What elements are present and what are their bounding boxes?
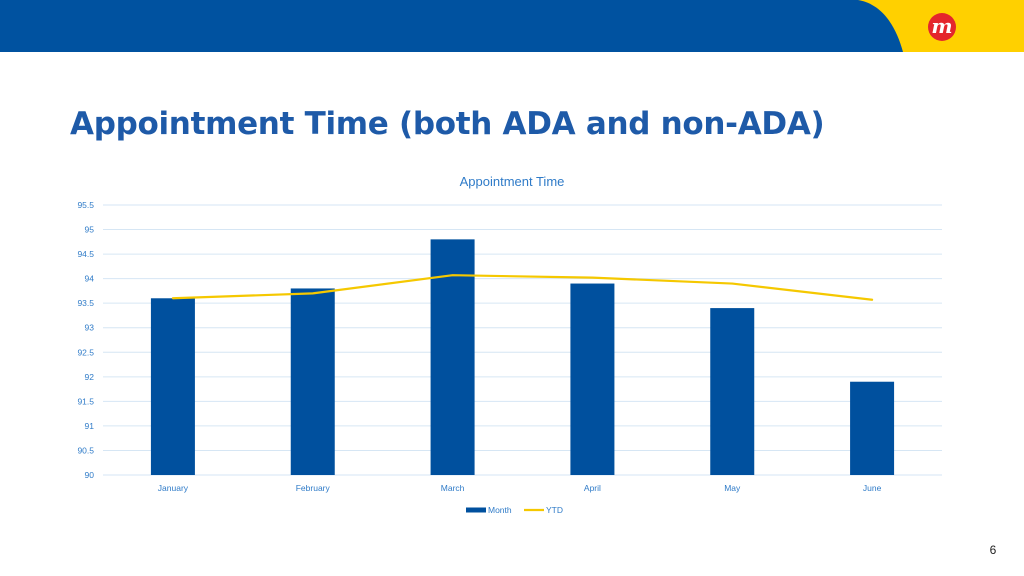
x-tick-label: March [441, 483, 465, 493]
y-tick-label: 90.5 [77, 445, 94, 455]
x-tick-label: January [158, 483, 189, 493]
y-tick-label: 92 [85, 372, 95, 382]
y-tick-label: 95.5 [77, 200, 94, 210]
y-tick-label: 93.5 [77, 298, 94, 308]
bar-month [430, 239, 475, 475]
legend-label-month: Month [488, 505, 512, 515]
y-tick-label: 92.5 [77, 347, 94, 357]
bar-month [290, 288, 335, 475]
slide-title: Appointment Time (both ADA and non-ADA) [70, 106, 825, 142]
chart-container: 90 90.5 91 91.5 92 92.5 93 93.5 94 94.5 95 95.5 Janu… [0, 160, 1024, 530]
header-band [0, 0, 1024, 52]
y-tick-label: 91 [85, 421, 95, 431]
chart-title: Appointment Time [459, 174, 565, 189]
x-tick-label: June [863, 483, 882, 493]
bar-month [710, 308, 755, 475]
ytd-line [171, 274, 874, 301]
page-number: 6 [989, 543, 997, 557]
x-tick-label: May [724, 483, 741, 493]
y-tick-label: 95 [85, 225, 95, 235]
bar-month [570, 283, 615, 475]
y-tick-label: 91.5 [77, 396, 94, 406]
chart-canvas: 90 90.5 91 91.5 92 92.5 93 93.5 94 94.5 95 95.5 Janu… [77, 200, 942, 515]
legend-label-ytd: YTD [546, 505, 563, 515]
y-tick-label: 94 [85, 274, 95, 284]
brand-logo: m [928, 13, 956, 41]
brand-logo-letter: m [931, 14, 953, 38]
y-tick-label: 90 [85, 470, 95, 480]
x-tick-label: April [584, 483, 601, 493]
x-tick-label: February [296, 483, 331, 493]
y-tick-label: 93 [85, 323, 95, 333]
y-tick-label: 94.5 [77, 249, 94, 259]
bar-month [850, 381, 895, 475]
legend-swatch-month [466, 507, 486, 513]
header-band-shape [0, 0, 1024, 52]
bar-month [150, 298, 195, 475]
